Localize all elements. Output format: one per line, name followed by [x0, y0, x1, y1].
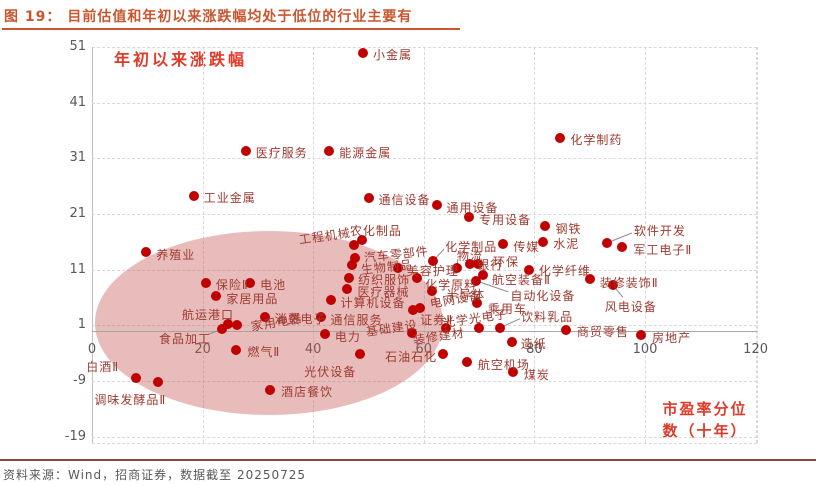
x-axis-label-line2: 数（十年） [662, 422, 748, 440]
title-underline [2, 28, 460, 30]
x-axis-label-line1: 市盈率分位 [662, 400, 748, 418]
leader-line [612, 285, 624, 298]
figure-title: 图 19： 目前估值和年初以来涨跌幅均处于低位的行业主要有 [4, 6, 412, 26]
source-divider [0, 459, 816, 461]
figure-title-prefix: 图 19： [4, 9, 62, 25]
leader-line [456, 258, 459, 268]
leader-line [499, 318, 521, 329]
figure-title-text: 目前估值和年初以来涨跌幅均处于低位的行业主要有 [67, 9, 413, 25]
leader-line [476, 280, 509, 293]
leader-line [432, 248, 445, 262]
y-axis-label: 年初以来涨跌幅 [114, 50, 248, 69]
x-axis-label: 市盈率分位 数（十年） [650, 398, 760, 442]
leader-line [606, 232, 633, 244]
source-note: 资料来源：Wind，招商证券，数据截至 20250725 [3, 468, 307, 482]
leader-line [207, 328, 223, 335]
